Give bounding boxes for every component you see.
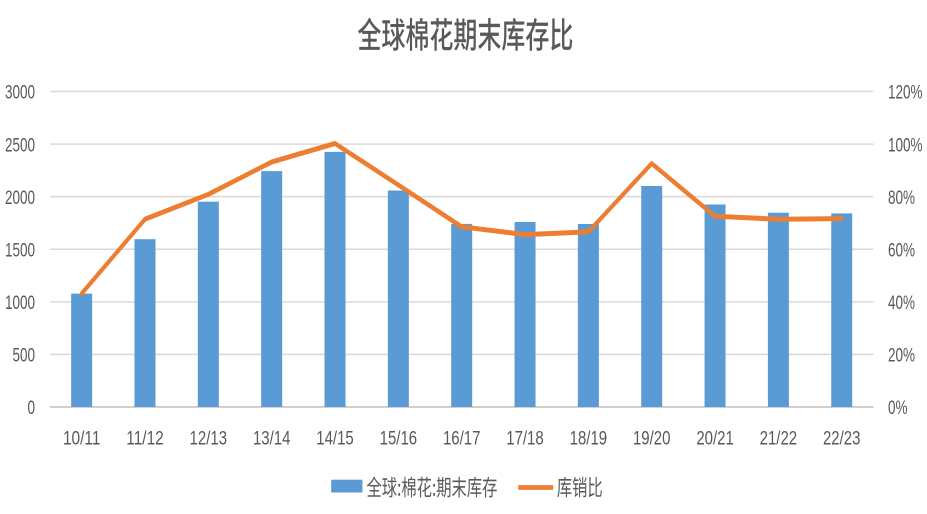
svg-text:120%: 120% [888, 81, 923, 103]
svg-text:13/14: 13/14 [253, 427, 290, 449]
svg-text:80%: 80% [888, 186, 915, 208]
svg-text:100%: 100% [888, 134, 923, 156]
svg-text:2500: 2500 [5, 134, 35, 156]
svg-text:1500: 1500 [5, 239, 35, 261]
svg-text:0: 0 [27, 397, 35, 419]
svg-text:21/22: 21/22 [760, 427, 798, 449]
svg-text:14/15: 14/15 [316, 427, 354, 449]
svg-text:12/13: 12/13 [190, 427, 227, 449]
svg-text:20/21: 20/21 [696, 427, 734, 449]
svg-text:60%: 60% [888, 239, 915, 261]
svg-text:16/17: 16/17 [443, 427, 481, 449]
svg-text:17/18: 17/18 [506, 427, 544, 449]
svg-text:1000: 1000 [5, 291, 35, 313]
svg-text:3000: 3000 [5, 81, 35, 103]
svg-text:2000: 2000 [5, 186, 35, 208]
svg-text:19/20: 19/20 [633, 427, 671, 449]
svg-text:0%: 0% [888, 397, 908, 419]
svg-text:22/23: 22/23 [823, 427, 861, 449]
svg-text:10/11: 10/11 [63, 427, 101, 449]
svg-text:18/19: 18/19 [570, 427, 608, 449]
svg-text:15/16: 15/16 [380, 427, 418, 449]
svg-text:11/12: 11/12 [126, 427, 164, 449]
svg-text:20%: 20% [888, 344, 915, 366]
svg-text:40%: 40% [888, 291, 915, 313]
svg-text:500: 500 [12, 344, 35, 366]
